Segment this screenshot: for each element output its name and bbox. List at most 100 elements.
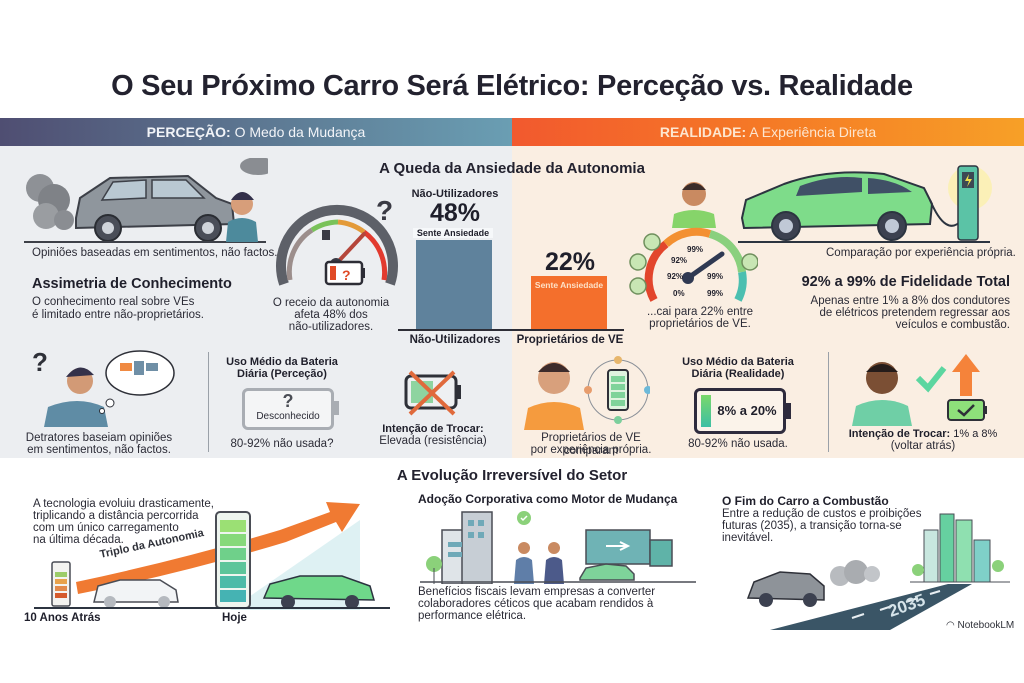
end-title: O Fim do Carro a Combustão: [722, 494, 889, 508]
real-battery-icon: 8% a 20%: [694, 388, 786, 434]
low-battery-icon: ?: [324, 260, 365, 286]
ev-owner-illustration: [524, 356, 650, 430]
tech-text-2: triplicando a distância percorrida: [33, 510, 199, 522]
network-battery-icon: [584, 356, 650, 424]
combustion-car-icon: [746, 571, 825, 601]
reality-switch-line: Intenção de Trocar: 1% a 8%: [838, 428, 1008, 440]
knowledge-text-1: O conhecimento real sobre VEs: [32, 296, 195, 308]
corporate-adoption-illustration: [420, 511, 696, 584]
end-text-3: inevitável.: [722, 532, 774, 544]
unknown-battery-icon: ? Desconhecido: [242, 388, 334, 430]
autonomy-evolution-illustration: [34, 502, 390, 610]
corp-title: Adoção Corporativa como Motor de Mudança: [418, 492, 678, 506]
reality-switch-title: Intenção de Trocar:: [848, 428, 951, 440]
owner-caption-1: Proprietários de VE comparam: [541, 432, 641, 457]
smoke-cloud-icon: [830, 560, 880, 586]
crossed-battery-icon: [404, 370, 461, 416]
perception-battery-title-1: Uso Médio da Bateria: [226, 356, 338, 368]
loyalty-text-3: veículos e combustão.: [895, 319, 1010, 331]
knowledge-title: Assimetria de Conhecimento: [32, 276, 232, 292]
owner-caption-2: por experiência própria.: [530, 444, 652, 456]
tech-text-1: A tecnologia evoluiu drasticamente,: [33, 498, 214, 510]
corp-text-2: colaboradores céticos que acabam rendido…: [418, 598, 654, 610]
evolution-heading: A Evolução Irreversível do Setor: [396, 467, 628, 484]
notebooklm-brand: ◠ NotebookLM: [946, 620, 1014, 631]
divider: [828, 352, 829, 452]
combustion-car-illustration: [24, 158, 268, 243]
gauge-caption-2: afeta 48% dos: [294, 309, 368, 321]
bar-right-value: 22%: [544, 248, 596, 276]
fuel-pump-icon: [322, 230, 330, 240]
future-road-illustration: [746, 513, 1010, 630]
divider: [208, 352, 209, 452]
perception-switch-title: Intenção de Trocar:: [382, 423, 484, 435]
road-icon: [770, 584, 972, 630]
tree-icon: [426, 556, 442, 572]
corp-text-3: performance elétrica.: [418, 610, 527, 622]
reality-battery-title-1: Uso Médio da Bateria: [682, 356, 794, 368]
reality-gauge-caption-2: proprietários de VE.: [649, 318, 751, 330]
gauge-caption-3: não-utilizadores.: [288, 321, 374, 333]
fuel-gauge-illustration: ? ?: [276, 195, 398, 286]
reality-band-strong: REALIDADE:: [659, 124, 747, 140]
question-mark-icon: ?: [32, 347, 48, 377]
ev-car-caption: Comparação por experiência própria.: [826, 247, 1016, 259]
gauge-label-0: 0%: [673, 289, 685, 298]
reality-switch-value: 1% a 8%: [950, 428, 998, 440]
loyalty-text-2: de elétricos pretendem regressar aos: [819, 307, 1011, 319]
checkmark-icon: [915, 366, 947, 393]
detractor-caption-2: em sentimentos, não factos.: [27, 444, 171, 456]
battery-unknown-label: Desconhecido: [256, 411, 320, 422]
bar-non-users: [416, 240, 492, 329]
old-car-icon: [93, 579, 179, 603]
svg-text:?: ?: [342, 267, 351, 283]
up-arrow-icon: [952, 354, 980, 396]
green-city-icon: [910, 513, 1010, 583]
perception-band-text: O Medo da Mudança: [230, 124, 366, 140]
bar-left-axis-label: Não-Utilizadores: [409, 334, 501, 346]
knowledge-text-2: é limitado entre não-proprietários.: [32, 309, 204, 321]
happy-person-icon: [672, 182, 716, 228]
end-text-2: futuras (2035), a transição torna-se: [722, 520, 902, 532]
end-text-1: Entre a redução de custos e proibições: [722, 508, 922, 520]
reality-gauge-caption-1: ...cai para 22% entre: [646, 306, 754, 318]
perception-band: PERCEÇÃO: O Medo da Mudança: [0, 118, 512, 146]
electric-car-illustration: [738, 165, 992, 243]
bar-left-top-label: Não-Utilizadores: [411, 188, 499, 200]
switch-intent-illustration: [852, 354, 987, 426]
gauge-caption-1: O receio da autonomia: [272, 297, 390, 309]
reality-band: REALIDADE: A Experiência Direta: [512, 118, 1024, 146]
exchange-arrows-icon: [606, 541, 631, 551]
perception-battery-title-2: Diária (Perceção): [237, 368, 327, 380]
perception-battery-caption: 80-92% não usada?: [230, 438, 334, 450]
reality-battery-caption: 80-92% não usada.: [688, 438, 788, 450]
corp-text-1: Benefícios fiscais levam empresas a conv…: [418, 586, 656, 598]
bar-axis: [398, 329, 624, 331]
customer-face-icons: [629, 233, 758, 295]
gauge-label-92b: 92%: [667, 272, 684, 281]
gauge-label-99c: 99%: [707, 289, 724, 298]
tech-text-4: na última década.: [33, 534, 124, 546]
bar-ev-owners: [531, 276, 607, 329]
reality-battery-title-2: Diária (Realidade): [691, 368, 785, 380]
satisfaction-gauge-illustration: [629, 182, 758, 302]
tech-text-3: com um único carregamento: [33, 522, 179, 534]
reality-switch-sub: (voltar atrás): [890, 440, 956, 452]
detractor-caption-1: Detratores baseiam opiniões: [25, 432, 173, 444]
gauge-label-92a: 92%: [671, 256, 688, 265]
perception-band-strong: PERCEÇÃO:: [146, 124, 231, 140]
past-label: 10 Anos Atrás: [24, 612, 101, 624]
smoke-icon: [26, 174, 74, 230]
page-title: O Seu Próximo Carro Será Elétrico: Perce…: [111, 70, 913, 102]
today-label: Hoje: [222, 612, 247, 624]
thought-bubble-icon: [99, 350, 175, 414]
gauge-label-99a: 99%: [687, 245, 704, 254]
bar-right-inner-label: Sente Ansiedade: [534, 280, 604, 290]
bar-left-value: 48%: [429, 199, 481, 227]
notebooklm-logo-icon: ◠: [946, 620, 958, 631]
detractor-illustration: ?: [32, 347, 175, 427]
modern-ev-icon: [262, 575, 375, 601]
charging-station-icon: [948, 165, 992, 241]
gauge-label-99b: 99%: [707, 272, 724, 281]
person-icon: [514, 557, 534, 584]
